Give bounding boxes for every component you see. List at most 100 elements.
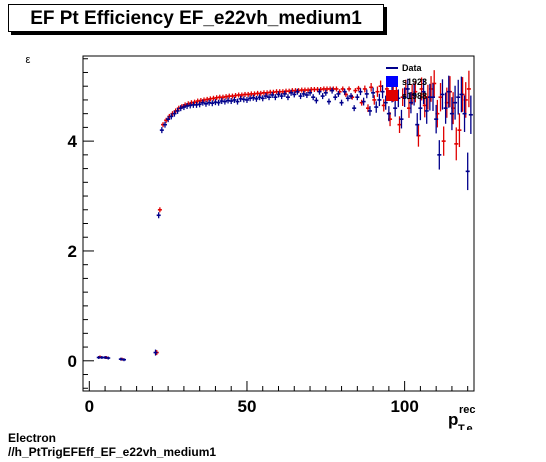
series-data-point bbox=[289, 89, 294, 96]
series-data-point bbox=[440, 79, 445, 110]
x-axis-label: p rec T,e bbox=[448, 404, 476, 430]
footer-line-2: //h_PtTrigEFEff_EF_e22vh_medium1 bbox=[8, 445, 217, 459]
x-tick-label: 50 bbox=[238, 397, 257, 416]
series-s1923-point bbox=[362, 85, 367, 93]
y-tick-label: 0 bbox=[68, 352, 77, 371]
series-data-point bbox=[301, 90, 306, 97]
series-data-point bbox=[216, 99, 221, 106]
series-data-point bbox=[317, 88, 322, 95]
series-data-point bbox=[169, 113, 174, 120]
series-data-point bbox=[355, 94, 360, 101]
series-data-point bbox=[235, 98, 240, 105]
series-data-point bbox=[408, 92, 413, 114]
series-s1923-point bbox=[375, 86, 380, 97]
series-data-point bbox=[434, 104, 439, 134]
chart-title-box: EF Pt Efficiency EF_e22vh_medium1 bbox=[8, 4, 384, 32]
series-data-point bbox=[415, 113, 420, 137]
series-data-point bbox=[364, 89, 369, 99]
series-data-point bbox=[298, 93, 303, 100]
legend-label-data: Data bbox=[402, 63, 423, 73]
series-data-point bbox=[166, 116, 171, 123]
series-data-point bbox=[285, 94, 290, 101]
series-data-point bbox=[200, 99, 205, 106]
series-data-point bbox=[254, 95, 259, 102]
series-data-point bbox=[330, 87, 335, 94]
series-data-point bbox=[210, 100, 215, 107]
series-data-point bbox=[456, 79, 461, 115]
series-data-point bbox=[459, 76, 464, 113]
series-data-point bbox=[244, 96, 249, 103]
series-data-point bbox=[424, 98, 429, 124]
series-data-point bbox=[267, 94, 272, 101]
series-data-point bbox=[292, 91, 297, 98]
series-data-point bbox=[443, 92, 448, 124]
series-s1923-point bbox=[457, 113, 462, 148]
series-data-point bbox=[175, 107, 180, 114]
series-data-point bbox=[273, 94, 278, 101]
series-data-point bbox=[222, 98, 227, 105]
series-data-point bbox=[232, 96, 237, 103]
series-data-point bbox=[462, 95, 467, 132]
series-data-point bbox=[371, 87, 376, 99]
footer-line-1: Electron bbox=[8, 431, 57, 445]
series-data-point bbox=[121, 358, 126, 362]
chart-title: EF Pt Efficiency EF_e22vh_medium1 bbox=[30, 8, 362, 29]
series-data-point bbox=[405, 78, 410, 100]
legend-label-s1923: s1923 bbox=[402, 77, 427, 87]
series-s1923-point bbox=[372, 95, 377, 105]
series-data-point bbox=[260, 95, 265, 102]
series-data-point bbox=[323, 89, 328, 96]
series-data-point bbox=[383, 95, 388, 110]
series-s1923-point bbox=[334, 86, 339, 92]
series-data-point bbox=[437, 140, 442, 170]
series-data-point bbox=[393, 99, 398, 117]
series-s1923-point bbox=[369, 83, 374, 92]
series-data-point bbox=[106, 356, 111, 360]
series-data-point bbox=[229, 98, 234, 105]
series-data-point bbox=[295, 88, 300, 95]
series-s1923-point bbox=[466, 70, 471, 108]
y-tick-label: 2 bbox=[68, 242, 77, 261]
legend: Data s1923 s1988 bbox=[386, 63, 427, 101]
series-data-point bbox=[270, 91, 275, 98]
series-data-point bbox=[449, 97, 454, 131]
series-data-point bbox=[431, 83, 436, 111]
x-tick-label: 0 bbox=[85, 397, 94, 416]
series-data-point bbox=[345, 95, 350, 102]
series-data-point bbox=[374, 101, 379, 113]
footer: Electron //h_PtTrigEFEff_EF_e22vh_medium… bbox=[8, 431, 216, 459]
series-data-point bbox=[352, 105, 357, 112]
series-data-point bbox=[336, 90, 341, 97]
legend-entry-data: Data bbox=[386, 63, 423, 73]
series-s1923 bbox=[97, 70, 471, 361]
series-data-point bbox=[304, 91, 309, 98]
plot-frame-layer bbox=[82, 55, 475, 392]
chart-plot: 0 50 100 0 2 4 ε p rec T,e Data s1923 s1988 bbox=[26, 54, 476, 430]
legend-label-s1988: s1988 bbox=[402, 91, 427, 101]
series-layer bbox=[96, 70, 473, 362]
series-data-point bbox=[263, 93, 268, 100]
series-data-point bbox=[339, 99, 344, 106]
series-s1923-point bbox=[454, 127, 459, 161]
x-axis-label-main: p bbox=[448, 410, 458, 429]
series-data-point bbox=[412, 83, 417, 106]
series-s1923-point bbox=[157, 207, 162, 213]
series-data-point bbox=[276, 91, 281, 98]
series-data-point bbox=[162, 121, 167, 128]
legend-entry-s1988: s1988 bbox=[386, 90, 427, 101]
series-data-point bbox=[153, 349, 158, 356]
series-data-point bbox=[282, 90, 287, 97]
series-s1923-point bbox=[441, 126, 446, 156]
x-axis-label-sub: T,e bbox=[458, 423, 473, 430]
series-data-point bbox=[279, 93, 284, 100]
series-data-point bbox=[172, 110, 177, 117]
series-data-point bbox=[156, 212, 161, 219]
series-data-point bbox=[380, 85, 385, 99]
series-data-point bbox=[349, 93, 354, 100]
series-data-point bbox=[320, 93, 325, 100]
series-data-point bbox=[181, 104, 186, 111]
y-tick-label: 4 bbox=[68, 132, 78, 151]
axis-layer: 0 50 100 0 2 4 ε p rec T,e bbox=[26, 54, 476, 430]
series-data-point bbox=[342, 88, 347, 95]
series-data-point bbox=[308, 89, 313, 96]
